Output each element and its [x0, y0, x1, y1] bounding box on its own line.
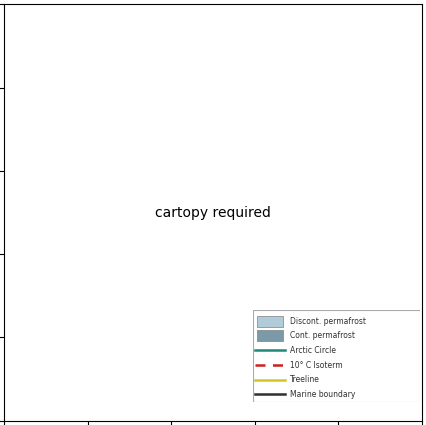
- Text: Discont. permafrost: Discont. permafrost: [290, 317, 366, 326]
- Text: Arctic Circle: Arctic Circle: [290, 346, 336, 355]
- Text: Cont. permafrost: Cont. permafrost: [290, 332, 355, 340]
- Bar: [257, 330, 283, 341]
- Text: 10° C Isoterm: 10° C Isoterm: [290, 360, 343, 370]
- FancyBboxPatch shape: [253, 310, 420, 402]
- Text: Marine boundary: Marine boundary: [290, 390, 355, 399]
- Bar: [257, 316, 283, 327]
- Text: cartopy required: cartopy required: [155, 206, 271, 219]
- Text: Treeline: Treeline: [290, 375, 320, 384]
